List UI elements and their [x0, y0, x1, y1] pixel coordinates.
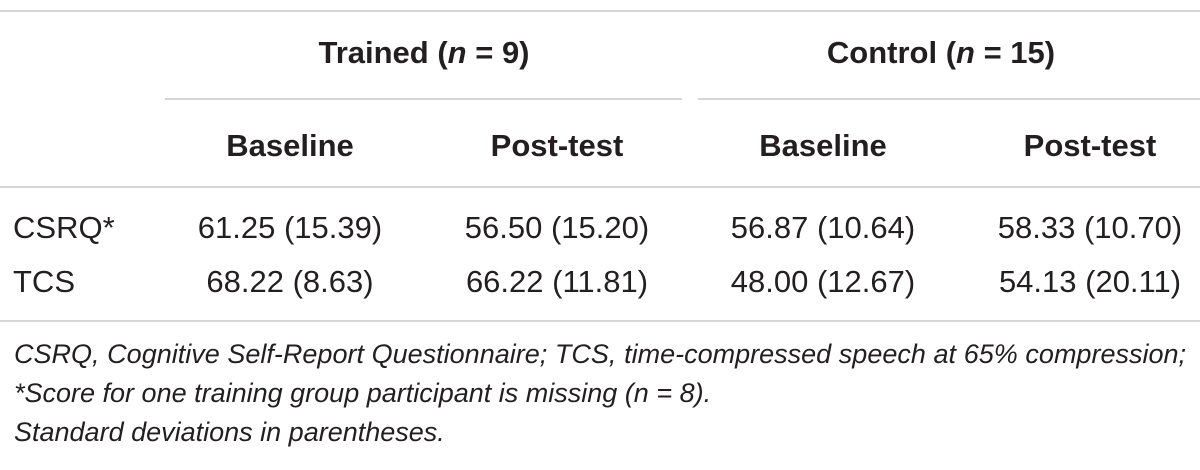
table-cell: 68.22 (8.63) [206, 264, 374, 299]
group-n-value: = 9) [466, 35, 530, 70]
subheader-control-baseline: Baseline [759, 128, 887, 163]
group-label: Control ( [826, 35, 957, 70]
group-n-var: n [447, 35, 467, 70]
subheader-control-posttest: Post-test [1023, 128, 1157, 163]
table-footnote: CSRQ, Cognitive Self-Report Questionnair… [14, 335, 1186, 452]
row-label-csrq: CSRQ* [13, 210, 115, 245]
table-cell: 48.00 (12.67) [730, 264, 916, 299]
footnote-abbreviations: CSRQ, Cognitive Self-Report Questionnair… [14, 339, 1186, 408]
row-label-tcs: TCS [13, 264, 75, 299]
header-bottom-rule [0, 186, 1200, 188]
table-cell: 56.87 (10.64) [730, 210, 916, 245]
group-n-value: = 15) [974, 35, 1056, 70]
subheader-trained-baseline: Baseline [226, 128, 354, 163]
group-header-trained: Trained (n = 9) [318, 35, 529, 71]
subheader-trained-posttest: Post-test [490, 128, 624, 163]
group-n-var: n [956, 35, 975, 70]
table-cell: 56.50 (15.20) [464, 210, 650, 245]
table-cell: 54.13 (20.11) [998, 264, 1182, 299]
table-cell: 66.22 (11.81) [465, 264, 649, 299]
table-cell: 61.25 (15.39) [197, 210, 383, 245]
group-label: Trained ( [318, 35, 448, 70]
footnote-sd-note: Standard deviations in parentheses. [14, 417, 445, 447]
group-header-control: Control (n = 15) [827, 35, 1055, 71]
table-cell: 58.33 (10.70) [997, 210, 1183, 245]
table-bottom-rule [0, 320, 1200, 322]
control-group-rule [698, 98, 1200, 100]
trained-group-rule [165, 98, 682, 100]
top-rule [0, 10, 1200, 12]
